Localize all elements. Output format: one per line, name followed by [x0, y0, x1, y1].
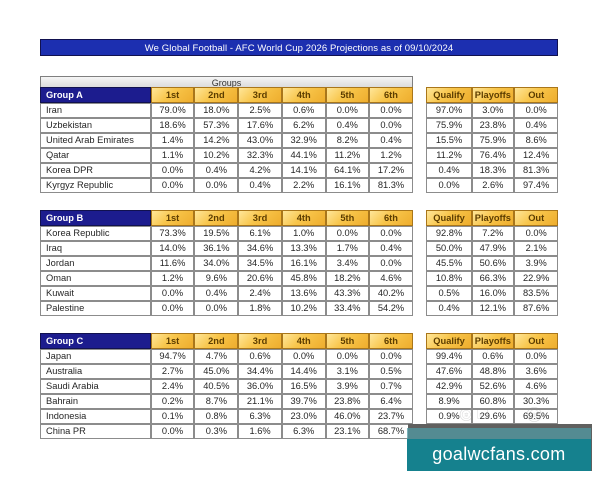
- svg-text:用户: 用户: [479, 412, 486, 417]
- svg-text:鉴: 鉴: [532, 412, 537, 418]
- svg-text:章: 章: [464, 412, 469, 419]
